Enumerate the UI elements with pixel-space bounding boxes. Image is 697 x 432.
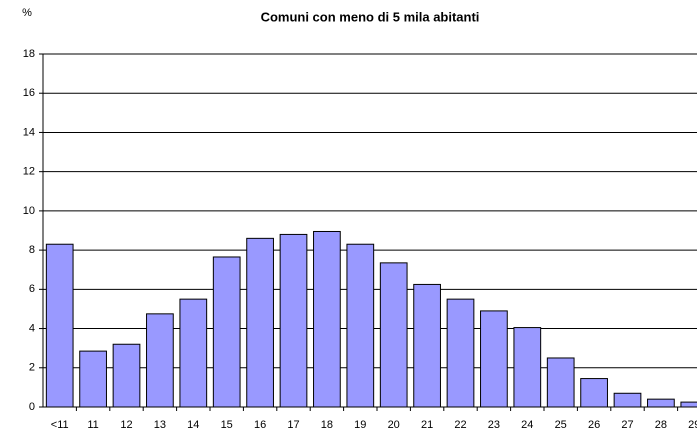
x-tick-label: 21 xyxy=(421,419,433,431)
y-tick-label: 12 xyxy=(23,166,35,178)
bar xyxy=(680,401,697,408)
x-tick-label: 14 xyxy=(187,419,199,431)
x-tick-label: 13 xyxy=(154,419,166,431)
y-axis-label: % xyxy=(22,7,32,19)
bar xyxy=(546,357,575,408)
bar xyxy=(179,298,208,408)
bar xyxy=(480,310,508,408)
bar xyxy=(580,378,608,408)
x-tick-label: 26 xyxy=(588,419,600,431)
y-tick-label: 4 xyxy=(29,322,35,334)
bar xyxy=(613,392,642,408)
x-tick-label: 20 xyxy=(388,419,400,431)
x-tick-label: 28 xyxy=(655,419,667,431)
y-tick-label: 16 xyxy=(23,87,35,99)
y-tick-label: 6 xyxy=(29,283,35,295)
x-tick-label: 15 xyxy=(221,419,233,431)
y-tick-label: 0 xyxy=(29,401,35,413)
x-tick-label: 25 xyxy=(555,419,567,431)
y-tick-label: 2 xyxy=(29,362,35,374)
bar xyxy=(45,243,74,408)
x-tick-label: 16 xyxy=(254,419,266,431)
y-tick-label: 10 xyxy=(23,205,35,217)
y-tick-label: 18 xyxy=(23,48,35,60)
x-tick-label: 24 xyxy=(521,419,533,431)
bar xyxy=(446,298,475,408)
x-tick-label: 29 xyxy=(688,419,697,431)
bar xyxy=(112,343,141,408)
bar xyxy=(79,350,107,408)
bar xyxy=(346,243,375,408)
bar xyxy=(513,327,542,408)
x-tick-label: 12 xyxy=(120,419,132,431)
x-tick-label: 19 xyxy=(354,419,366,431)
y-tick-label: 14 xyxy=(23,126,35,138)
x-tick-label: 18 xyxy=(321,419,333,431)
x-tick-label: 23 xyxy=(488,419,500,431)
bar xyxy=(313,230,341,408)
chart-title: Comuni con meno di 5 mila abitanti xyxy=(261,9,480,24)
bar xyxy=(146,313,174,408)
x-tick-label: 27 xyxy=(621,419,633,431)
bar xyxy=(212,256,241,408)
y-tick-label: 8 xyxy=(29,244,35,256)
x-tick-label: <11 xyxy=(51,419,69,431)
bar xyxy=(379,262,408,408)
bar xyxy=(413,283,441,408)
x-tick-label: 22 xyxy=(454,419,466,431)
x-tick-label: 17 xyxy=(287,419,299,431)
bar xyxy=(279,233,308,408)
bar xyxy=(647,398,675,408)
bar xyxy=(246,237,274,408)
x-tick-label: 11 xyxy=(87,419,98,431)
